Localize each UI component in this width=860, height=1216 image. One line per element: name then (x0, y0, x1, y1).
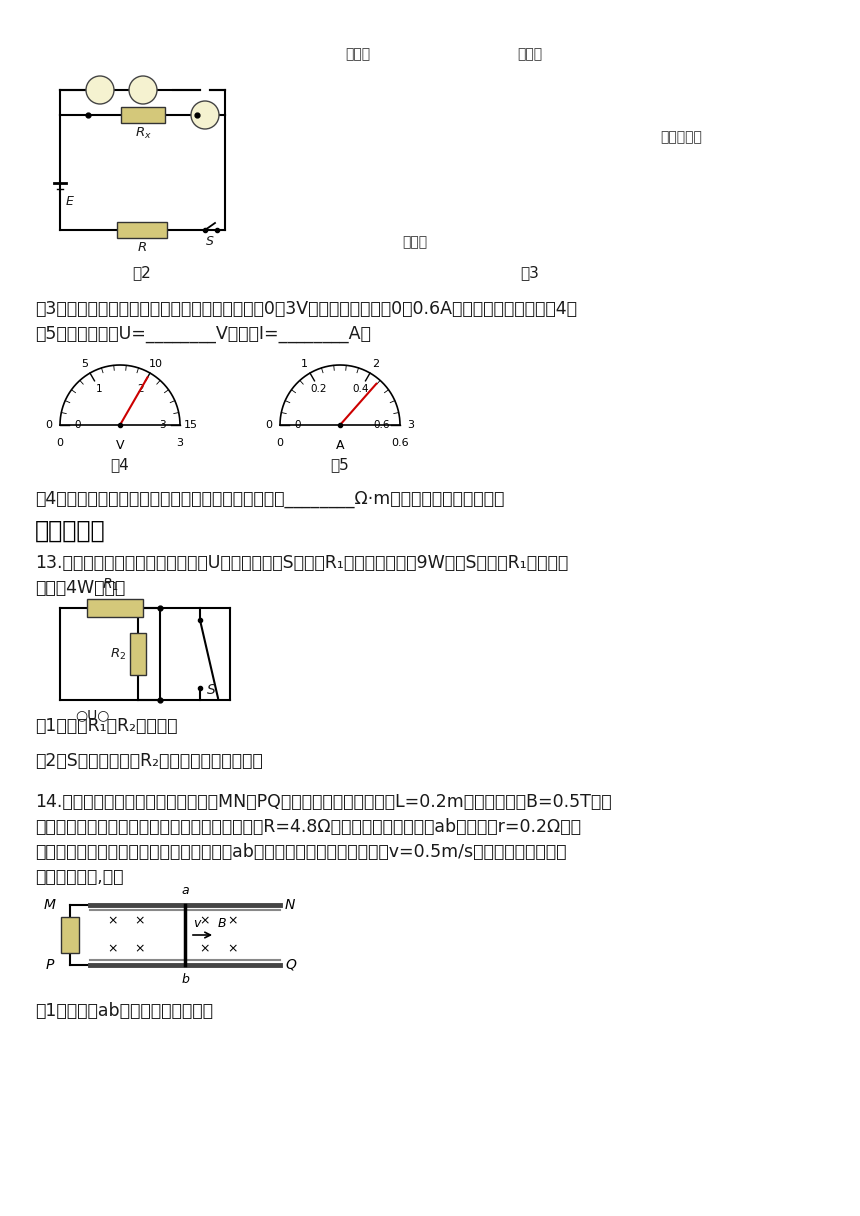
Text: 2: 2 (138, 383, 144, 394)
Text: 图3: 图3 (520, 265, 539, 280)
Text: 15: 15 (184, 420, 198, 430)
Text: 10: 10 (149, 359, 163, 368)
Text: 0.4: 0.4 (353, 383, 369, 394)
Text: 属棒与导轨垂直且接触良好，如图所示，在ab棒上施加水平拉力使其以速度v=0.5m/s向右匀速运动，设金: 属棒与导轨垂直且接触良好，如图所示，在ab棒上施加水平拉力使其以速度v=0.5m… (35, 843, 567, 861)
Text: 3: 3 (159, 420, 165, 430)
Text: ×: × (135, 942, 145, 956)
Text: 滑动变阻器: 滑动变阻器 (660, 130, 702, 143)
Text: ×: × (228, 914, 238, 928)
Text: 0: 0 (57, 438, 64, 447)
Text: 电流表: 电流表 (518, 47, 543, 61)
Text: 图5所示，则电压U=________V，电流I=________A；: 图5所示，则电压U=________V，电流I=________A； (35, 325, 371, 343)
Text: V: V (95, 83, 106, 97)
Text: $R_x$: $R_x$ (135, 126, 151, 141)
Bar (61, 917, 79, 953)
Circle shape (129, 75, 157, 105)
Text: b: b (181, 973, 189, 986)
Text: 功率为4W，求：: 功率为4W，求： (35, 579, 126, 597)
Text: 图5: 图5 (330, 457, 349, 472)
Text: N: N (285, 897, 295, 912)
Text: a: a (181, 884, 189, 897)
Text: Q: Q (285, 958, 296, 972)
Text: $E$: $E$ (65, 195, 75, 208)
Text: 图4: 图4 (111, 457, 129, 472)
Text: ×: × (228, 942, 238, 956)
Text: B: B (218, 917, 227, 930)
Text: 1: 1 (301, 359, 308, 368)
Text: ×: × (200, 914, 210, 928)
Text: 合金丝: 合金丝 (402, 235, 427, 249)
Text: 图2: 图2 (132, 265, 151, 280)
Text: $R$: $R$ (65, 929, 75, 941)
Text: 强磁场垂直轨道平面向下，两导轨之间连接的电阻R=4.8Ω，在导轨上有一金属棒ab，其电阻r=0.2Ω，金: 强磁场垂直轨道平面向下，两导轨之间连接的电阻R=4.8Ω，在导轨上有一金属棒ab… (35, 818, 581, 837)
Text: 13.在如图所示的电路中，电源电压U恒定不变，当S闭合时R₁消耗的电功率为9W，当S断开时R₁消耗的电: 13.在如图所示的电路中，电源电压U恒定不变，当S闭合时R₁消耗的电功率为9W，… (35, 554, 568, 572)
Bar (117, 223, 167, 238)
Text: （1）电阻R₁与R₂的比值；: （1）电阻R₁与R₂的比值； (35, 717, 177, 734)
Text: 0: 0 (75, 420, 81, 430)
Text: 四、计算题: 四、计算题 (35, 519, 106, 544)
Bar (87, 599, 143, 617)
Text: 3: 3 (408, 420, 415, 430)
Text: V: V (138, 83, 149, 97)
Text: 2: 2 (372, 359, 379, 368)
Text: V: V (116, 439, 124, 452)
Text: ×: × (108, 914, 119, 928)
Text: $S$: $S$ (206, 235, 215, 248)
Text: 1: 1 (95, 383, 102, 394)
Text: （4）由题给数据和测量数据计算该合金丝的电阻率为________Ω·m。（保留两位有效数字）: （4）由题给数据和测量数据计算该合金丝的电阻率为________Ω·m。（保留两… (35, 490, 504, 508)
Bar (130, 634, 146, 675)
Text: （1）金属棒ab产生的感应电动势；: （1）金属棒ab产生的感应电动势； (35, 1002, 213, 1020)
Text: P: P (46, 958, 54, 972)
Text: 0: 0 (295, 420, 301, 430)
Text: M: M (44, 897, 56, 912)
Text: 0: 0 (277, 438, 284, 447)
Text: 0: 0 (266, 420, 273, 430)
Text: 电压表: 电压表 (346, 47, 371, 61)
Text: 0.6: 0.6 (374, 420, 390, 430)
Text: A: A (200, 108, 211, 122)
Text: ×: × (200, 942, 210, 956)
Text: A: A (335, 439, 344, 452)
Text: v: v (193, 917, 200, 930)
Text: $R_1$: $R_1$ (101, 576, 119, 593)
Bar (121, 107, 165, 123)
Text: （2）S断开时，电阻R₂消耗的电功率是多少。: （2）S断开时，电阻R₂消耗的电功率是多少。 (35, 751, 263, 770)
Text: $R$: $R$ (137, 241, 147, 254)
Text: $S$: $S$ (206, 683, 217, 697)
Text: ×: × (135, 914, 145, 928)
Circle shape (86, 75, 114, 105)
Text: 14.如图所示，两根平行光滑金属导轨MN和PQ放置在水平面内，其间距L=0.2m，磁感应强度B=0.5T的匀: 14.如图所示，两根平行光滑金属导轨MN和PQ放置在水平面内，其间距L=0.2m… (35, 793, 611, 811)
Text: 0.6: 0.6 (391, 438, 408, 447)
Text: ○U○: ○U○ (75, 708, 109, 722)
Text: （3）正确连接电路后，某次测量时电压表（量程0～3V）和电流表（量程0～0.6A）指针的位置分别如图4、: （3）正确连接电路后，某次测量时电压表（量程0～3V）和电流表（量程0～0.6A… (35, 300, 577, 319)
Text: $R_2$: $R_2$ (110, 647, 126, 662)
Text: 0.2: 0.2 (310, 383, 328, 394)
Text: 0: 0 (46, 420, 52, 430)
Text: 3: 3 (176, 438, 183, 447)
Text: 属导轨足够长,求：: 属导轨足够长,求： (35, 868, 124, 886)
Text: ×: × (108, 942, 119, 956)
Circle shape (191, 101, 219, 129)
Text: 5: 5 (81, 359, 88, 368)
